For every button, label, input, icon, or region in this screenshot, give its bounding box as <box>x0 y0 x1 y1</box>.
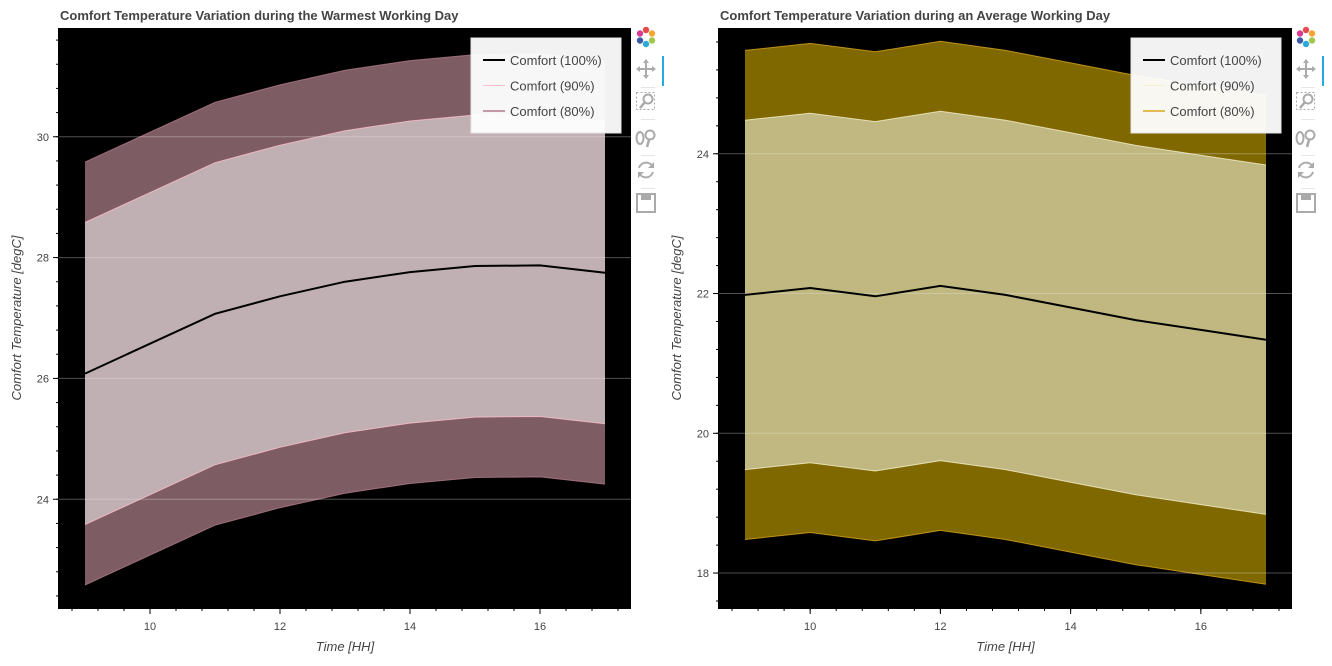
y-tick-label: 18 <box>697 568 709 580</box>
band-comfort-90 <box>745 111 1266 515</box>
x-tick-label: 14 <box>404 621 416 633</box>
x-tick-label: 12 <box>934 621 946 633</box>
toolbar-separator <box>1301 155 1315 156</box>
y-tick-label: 22 <box>697 289 709 301</box>
band-edge-comfort-90 <box>84 415 606 526</box>
toolbar-separator <box>641 155 655 156</box>
pan-icon[interactable] <box>635 58 661 84</box>
y-tick-label: 28 <box>37 253 49 265</box>
band-edge-comfort-80 <box>84 476 606 586</box>
wheel-zoom-icon[interactable] <box>635 126 661 152</box>
x-tick-label: 14 <box>1064 621 1076 633</box>
active-tool-indicator <box>1322 56 1324 86</box>
box-zoom-icon[interactable] <box>1295 90 1321 116</box>
bokeh-logo-icon[interactable] <box>1295 26 1321 52</box>
toolbar-separator <box>641 188 655 189</box>
band-edge-comfort-90 <box>744 460 1267 515</box>
legend-label-comfort-80: Comfort (80%) <box>510 104 595 119</box>
x-tick-label: 10 <box>144 621 156 633</box>
save-icon[interactable] <box>1295 192 1321 218</box>
y-tick-label: 26 <box>37 373 49 385</box>
toolbar-separator <box>1301 188 1315 189</box>
toolbar-separator <box>641 87 655 88</box>
y-axis-label: Comfort Temperature [degC] <box>9 235 24 400</box>
y-tick-label: 30 <box>37 132 49 144</box>
reset-icon[interactable] <box>635 159 661 185</box>
band-comfort-90 <box>85 114 605 525</box>
chart-panel-average-day: Comfort Temperature Variation during an … <box>666 0 1332 666</box>
toolbar-separator <box>1301 87 1315 88</box>
reset-icon[interactable] <box>1295 159 1321 185</box>
y-tick-label: 24 <box>697 149 709 161</box>
toolbar-separator <box>641 119 655 120</box>
legend-label-comfort-100: Comfort (100%) <box>1170 53 1262 68</box>
x-tick-label: 10 <box>804 621 816 633</box>
y-axis-label: Comfort Temperature [degC] <box>669 235 684 400</box>
legend-label-comfort-90: Comfort (90%) <box>510 79 595 94</box>
x-axis-label: Time [HH] <box>976 639 1035 654</box>
save-icon[interactable] <box>635 192 661 218</box>
x-tick-label: 16 <box>1195 621 1207 633</box>
y-tick-label: 20 <box>697 428 709 440</box>
legend: Comfort (100%) Comfort (90%) Comfort (80%) <box>470 37 622 134</box>
chart-warmest-day: Comfort Temperature Variation during the… <box>9 8 631 654</box>
line-comfort-100 <box>84 264 606 375</box>
legend-label-comfort-100: Comfort (100%) <box>510 53 602 68</box>
band-edge-comfort-80 <box>744 529 1267 585</box>
bokeh-logo-icon[interactable] <box>635 26 661 52</box>
active-tool-indicator <box>662 56 664 86</box>
band-edge-comfort-90 <box>744 110 1267 166</box>
pan-icon[interactable] <box>1295 58 1321 84</box>
chart-title: Comfort Temperature Variation during the… <box>60 8 459 23</box>
x-axis-label: Time [HH] <box>316 639 375 654</box>
legend-label-comfort-80: Comfort (80%) <box>1170 104 1255 119</box>
chart-title: Comfort Temperature Variation during an … <box>720 8 1111 23</box>
x-tick-label: 12 <box>274 621 286 633</box>
wheel-zoom-icon[interactable] <box>1295 126 1321 152</box>
box-zoom-icon[interactable] <box>635 90 661 116</box>
chart-average-day: Comfort Temperature Variation during an … <box>669 8 1292 654</box>
line-comfort-100 <box>744 284 1267 341</box>
x-tick-label: 16 <box>534 621 546 633</box>
chart-panel-warmest-day: Comfort Temperature Variation during the… <box>9 8 664 654</box>
y-tick-label: 24 <box>37 494 49 506</box>
legend: Comfort (100%) Comfort (90%) Comfort (80%) <box>1130 37 1282 134</box>
legend-label-comfort-90: Comfort (90%) <box>1170 79 1255 94</box>
toolbar-separator <box>1301 119 1315 120</box>
